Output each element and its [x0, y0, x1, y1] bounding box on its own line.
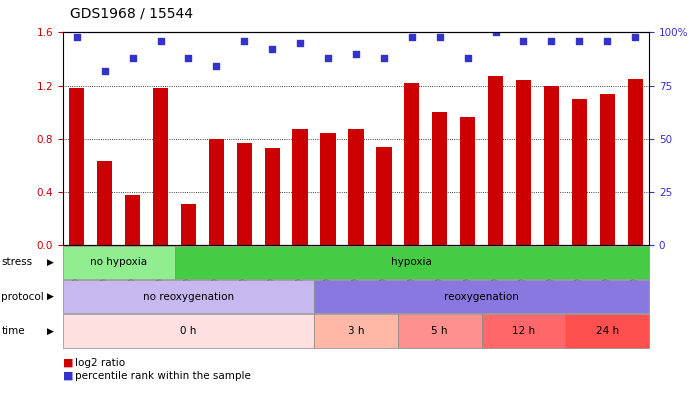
Point [267, 46, 278, 53]
Text: time: time [1, 326, 25, 336]
Bar [628, 79, 643, 245]
Point [630, 34, 641, 40]
Bar [320, 133, 336, 245]
Bar [600, 94, 615, 245]
Point [546, 38, 557, 44]
Bar [181, 204, 196, 245]
Point [350, 51, 362, 57]
Bar [460, 117, 475, 245]
Bar [209, 139, 224, 245]
Text: 12 h: 12 h [512, 326, 535, 336]
Point [378, 55, 389, 61]
Text: percentile rank within the sample: percentile rank within the sample [75, 371, 251, 381]
Point [518, 38, 529, 44]
Text: 5 h: 5 h [431, 326, 448, 336]
Bar [404, 83, 419, 245]
Point [183, 55, 194, 61]
Bar [376, 147, 392, 245]
Point [406, 34, 417, 40]
Text: ■: ■ [63, 371, 73, 381]
Bar [237, 143, 252, 245]
Point [99, 68, 110, 74]
Bar [544, 85, 559, 245]
Point [574, 38, 585, 44]
Text: 24 h: 24 h [595, 326, 619, 336]
Point [462, 55, 473, 61]
Bar [125, 194, 140, 245]
Text: log2 ratio: log2 ratio [75, 358, 126, 368]
Text: hypoxia: hypoxia [392, 257, 432, 267]
Point [239, 38, 250, 44]
Point [295, 40, 306, 46]
Bar [153, 88, 168, 245]
Bar [292, 130, 308, 245]
Text: ▶: ▶ [47, 326, 54, 336]
Text: ▶: ▶ [47, 258, 54, 267]
Text: ▶: ▶ [47, 292, 54, 301]
Point [490, 29, 501, 36]
Text: 0 h: 0 h [180, 326, 197, 336]
Bar [265, 148, 280, 245]
Text: ■: ■ [63, 358, 73, 368]
Text: no hypoxia: no hypoxia [90, 257, 147, 267]
Point [211, 63, 222, 70]
Point [434, 34, 445, 40]
Bar [572, 99, 587, 245]
Bar [348, 130, 364, 245]
Point [127, 55, 138, 61]
Text: protocol: protocol [1, 292, 44, 302]
Point [322, 55, 334, 61]
Point [155, 38, 166, 44]
Text: no reoxygenation: no reoxygenation [143, 292, 234, 302]
Bar [516, 80, 531, 245]
Bar [488, 76, 503, 245]
Point [71, 34, 82, 40]
Text: 3 h: 3 h [348, 326, 364, 336]
Point [602, 38, 613, 44]
Bar [432, 112, 447, 245]
Text: reoxygenation: reoxygenation [444, 292, 519, 302]
Bar [97, 161, 112, 245]
Bar [69, 88, 84, 245]
Text: GDS1968 / 15544: GDS1968 / 15544 [70, 6, 193, 20]
Text: stress: stress [1, 257, 33, 267]
